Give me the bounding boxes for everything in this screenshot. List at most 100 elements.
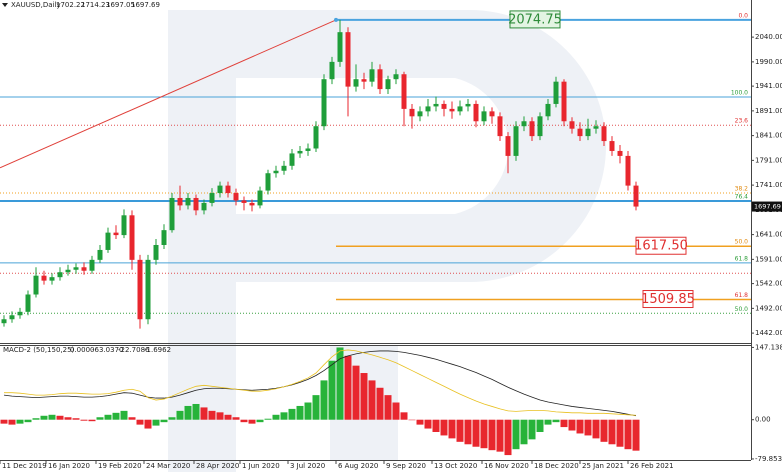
macd-bar bbox=[504, 419, 512, 456]
candle-body bbox=[593, 126, 599, 129]
macd-bar bbox=[104, 414, 112, 420]
y-tick-label: 1841.00 bbox=[755, 132, 782, 140]
header-high: 1714.23 bbox=[81, 1, 110, 9]
y-tick-label: 1741.00 bbox=[755, 181, 782, 189]
candle-body bbox=[153, 245, 159, 260]
macd-bar bbox=[0, 419, 8, 424]
candle-body bbox=[9, 315, 15, 320]
level-label: 50.0 bbox=[735, 239, 749, 246]
candle-body bbox=[313, 126, 319, 149]
macd-bar bbox=[56, 415, 64, 420]
candle-body bbox=[73, 267, 79, 270]
macd-value: -1.6962 bbox=[144, 346, 171, 354]
macd-bar bbox=[176, 410, 184, 420]
trendline-anchor bbox=[334, 17, 338, 22]
y-tick-label: 2040.00 bbox=[755, 33, 782, 41]
candle-body bbox=[265, 173, 271, 191]
macd-bar bbox=[312, 395, 320, 420]
macd-bar bbox=[112, 412, 120, 420]
macd-bar bbox=[336, 347, 344, 420]
symbol: XAUUSD,Daily bbox=[11, 1, 61, 9]
macd-bar bbox=[584, 419, 592, 436]
macd-bar bbox=[424, 419, 432, 429]
macd-bar bbox=[408, 419, 416, 421]
x-tick-label: 11 Dec 2019 bbox=[2, 462, 47, 470]
x-tick-label: 19 Feb 2020 bbox=[98, 462, 142, 470]
candle-body bbox=[585, 128, 591, 137]
macd-bar bbox=[344, 355, 352, 420]
macd-bar bbox=[464, 419, 472, 445]
macd-bar bbox=[608, 419, 616, 445]
candle-body bbox=[489, 111, 495, 117]
price-box bbox=[509, 10, 561, 29]
candle-body bbox=[449, 108, 455, 112]
candle-body bbox=[169, 197, 175, 231]
candle-body bbox=[537, 116, 543, 137]
macd-bar bbox=[552, 419, 560, 423]
macd-bar bbox=[384, 395, 392, 420]
macd-bar bbox=[624, 419, 632, 450]
candle-body bbox=[417, 111, 423, 117]
candle-body bbox=[329, 61, 335, 80]
macd-bar bbox=[200, 407, 208, 420]
candle-body bbox=[273, 170, 279, 174]
x-tick-label: 1 Jun 2020 bbox=[242, 462, 280, 470]
candle-body bbox=[505, 136, 511, 156]
header-close: 1697.69 bbox=[131, 1, 160, 9]
macd-value: -22.7086 bbox=[118, 346, 150, 354]
current-price-box bbox=[752, 201, 782, 212]
candle-body bbox=[497, 116, 503, 137]
candle-body bbox=[305, 148, 311, 151]
candle-body bbox=[369, 69, 375, 82]
macd-bar bbox=[8, 419, 16, 425]
x-tick-label: 16 Jan 2020 bbox=[48, 462, 90, 470]
x-tick-label: 25 Jan 2021 bbox=[582, 462, 624, 470]
macd-bar bbox=[120, 410, 128, 420]
y-tick-label: 1492.00 bbox=[755, 304, 782, 312]
candle-body bbox=[297, 150, 303, 154]
candle-body bbox=[177, 197, 183, 206]
macd-bar bbox=[544, 419, 552, 425]
candle-body bbox=[569, 121, 575, 129]
macd-line bbox=[3, 350, 637, 417]
macd-y-tick-label: -79.8533 bbox=[755, 455, 782, 463]
macd-bar bbox=[392, 402, 400, 420]
level-label: 61.8 bbox=[735, 255, 749, 262]
macd-bar bbox=[536, 419, 544, 432]
macd-bar bbox=[248, 419, 256, 424]
header-low: 1697.05 bbox=[106, 1, 135, 9]
candle-body bbox=[257, 190, 263, 206]
candle-body bbox=[1, 319, 7, 324]
macd-bar bbox=[256, 419, 264, 423]
level-label: 23.6 bbox=[735, 118, 749, 125]
macd-bar bbox=[416, 419, 424, 425]
y-tick-label: 1990.00 bbox=[755, 58, 782, 66]
candle-body bbox=[97, 249, 103, 260]
macd-bar bbox=[616, 419, 624, 447]
candle-body bbox=[49, 277, 55, 281]
candle-body bbox=[521, 121, 527, 127]
candle-body bbox=[241, 200, 247, 203]
candle-body bbox=[33, 275, 39, 295]
trendline bbox=[0, 19, 337, 169]
price-box bbox=[635, 236, 687, 255]
candle-body bbox=[633, 185, 639, 207]
candle-body bbox=[625, 155, 631, 186]
candle-body bbox=[529, 121, 535, 137]
candle-body bbox=[401, 74, 407, 109]
macd-bar bbox=[440, 419, 448, 436]
macd-bar bbox=[136, 419, 144, 425]
macd-bar bbox=[488, 419, 496, 451]
macd-bar bbox=[128, 417, 136, 420]
price-box-label: 2074.75 bbox=[508, 12, 562, 27]
candle-body bbox=[337, 32, 343, 62]
candle-body bbox=[281, 165, 287, 171]
macd-bar bbox=[320, 380, 328, 420]
macd-bar bbox=[264, 418, 272, 420]
price-box-label: 1617.50 bbox=[634, 239, 688, 254]
macd-bar bbox=[240, 419, 248, 423]
candle-body bbox=[425, 106, 431, 112]
candle-body bbox=[129, 215, 135, 260]
candle-body bbox=[545, 103, 551, 117]
